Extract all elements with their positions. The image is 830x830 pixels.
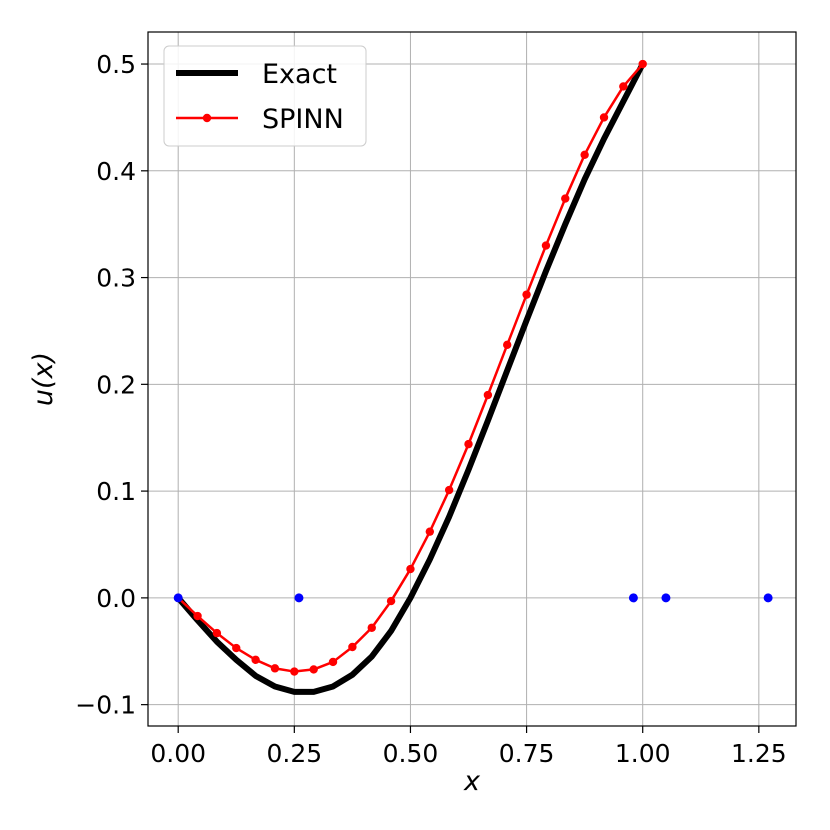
series-spinn-point <box>522 290 531 299</box>
y-axis-label: u(x) <box>28 352 59 406</box>
grid <box>148 32 796 726</box>
y-tick-label: −0.1 <box>75 691 136 720</box>
blue-point <box>763 593 773 603</box>
series-spinn-point <box>483 390 493 400</box>
series-spinn-point <box>425 527 435 536</box>
series-spinn-point <box>619 82 628 91</box>
series-spinn-point <box>251 655 260 665</box>
blue-point <box>628 593 638 603</box>
blue-point <box>661 593 671 603</box>
series-spinn-point <box>503 340 512 350</box>
blue-point <box>294 593 304 603</box>
x-tick-label: 0.50 <box>383 739 439 768</box>
series-spinn-point <box>638 59 647 69</box>
series-spinn-point <box>328 657 338 667</box>
x-tick-label: 0.25 <box>266 739 322 768</box>
y-tick-label: 0.2 <box>96 370 136 399</box>
series-spinn-point <box>270 664 280 673</box>
series-spinn-point <box>464 439 473 449</box>
y-tick-label: 0.3 <box>96 264 136 293</box>
series-layer <box>173 59 773 695</box>
series-spinn-point <box>232 643 241 653</box>
legend-spinn-label: SPINN <box>262 104 344 135</box>
y-tick-label: 0.5 <box>96 50 136 79</box>
x-tick-label: 1.00 <box>615 739 671 768</box>
legend-spinn-marker <box>202 113 212 123</box>
x-tick-label: 0.75 <box>499 739 555 768</box>
series-spinn-point <box>290 667 299 676</box>
series-spinn-point <box>386 596 396 606</box>
series-spinn-point <box>580 150 589 159</box>
series-spinn-point <box>309 665 318 674</box>
x-axis-label: x <box>463 766 481 797</box>
series-spinn-point <box>561 194 570 203</box>
y-tick-label: 0.4 <box>96 157 136 186</box>
series-spinn-point <box>212 628 222 638</box>
blue-point <box>173 593 183 603</box>
x-tick-label: 0.00 <box>150 739 206 768</box>
series-spinn-point <box>406 564 415 574</box>
legend-exact-label: Exact <box>262 59 337 90</box>
series-spinn-point <box>541 241 551 250</box>
ticks: 0.00 0.25 0.50 0.75 1.00 1.25 −0.1 0.0 0.1 0.2 0.3… <box>75 50 786 768</box>
x-tick-label: 1.25 <box>731 739 787 768</box>
series-exact-line <box>175 62 646 695</box>
series-spinn-point <box>348 642 357 652</box>
y-tick-label: 0.0 <box>96 584 136 613</box>
plot-frame <box>147 31 797 727</box>
y-tick-label: 0.1 <box>96 477 136 506</box>
series-spinn-point <box>193 611 202 621</box>
series-spinn-point <box>367 623 376 632</box>
series-spinn-point <box>444 485 454 495</box>
legend: Exact SPINN <box>163 45 367 147</box>
series-spinn-point <box>599 113 609 122</box>
